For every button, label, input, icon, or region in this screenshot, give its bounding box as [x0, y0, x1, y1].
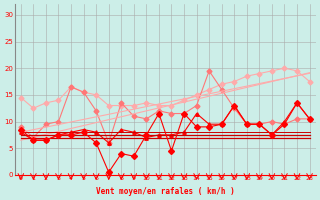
X-axis label: Vent moyen/en rafales ( km/h ): Vent moyen/en rafales ( km/h )	[96, 187, 235, 196]
